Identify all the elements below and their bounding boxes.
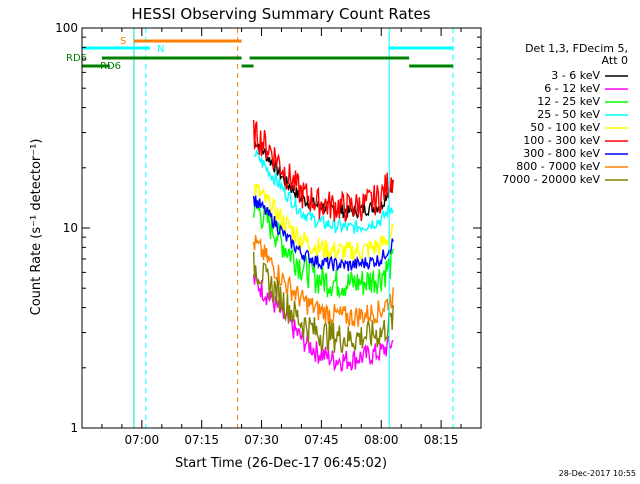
chart-title: HESSI Observing Summary Count Rates — [131, 5, 430, 23]
series-line-5 — [253, 183, 394, 263]
legend-label-7: 300 - 800 keV — [523, 147, 600, 160]
footer-date: 28-Dec-2017 10:55 — [559, 469, 636, 478]
legend-label-5: 50 - 100 keV — [530, 121, 600, 134]
x-tick-label: 08:15 — [424, 433, 459, 447]
legend-label-1: 3 - 6 keV — [551, 69, 600, 82]
legend-label-4: 25 - 50 keV — [537, 108, 600, 121]
annotation-layer: S N RD6 RD6 — [66, 28, 454, 428]
series-line-6 — [252, 119, 394, 223]
x-tick-label: 08:00 — [364, 433, 399, 447]
legend-header-line-2: Att 0 — [602, 54, 628, 67]
legend-label-2: 6 - 12 keV — [544, 82, 600, 95]
flag-label-2: N — [157, 44, 164, 55]
y-tick-label: 10 — [63, 221, 78, 235]
flag-label-3: RD6 — [66, 53, 87, 64]
legend-label-8: 800 - 7000 keV — [516, 160, 600, 173]
legend-header-line-1: Det 1,3, FDecim 5, — [525, 42, 628, 55]
legend-label-9: 7000 - 20000 keV — [502, 173, 600, 186]
series-line-3 — [252, 197, 394, 299]
flag-label-1: S — [120, 36, 126, 47]
y-tick-label: 100 — [55, 21, 78, 35]
axes-layer: 07:00 07:15 07:30 07:45 08:00 08:15 1 10 100 — [55, 21, 482, 447]
y-axis-label: Count Rate (s⁻¹ detector⁻¹) — [29, 139, 44, 316]
series-line-9 — [252, 251, 394, 354]
x-tick-label: 07:00 — [125, 433, 160, 447]
series-line-4 — [253, 149, 394, 234]
legend-label-3: 12 - 25 keV — [537, 95, 600, 108]
series-line-7 — [252, 195, 394, 272]
x-tick-label: 07:45 — [304, 433, 339, 447]
legend-label-6: 100 - 300 keV — [523, 134, 600, 147]
x-tick-label: 07:15 — [184, 433, 219, 447]
x-axis-label: Start Time (26-Dec-17 06:45:02) — [175, 456, 387, 471]
x-tick-label: 07:30 — [244, 433, 279, 447]
flag-label-4: RD6 — [100, 61, 121, 72]
plot-clip-group — [252, 119, 394, 373]
y-tick-label: 1 — [70, 421, 78, 435]
